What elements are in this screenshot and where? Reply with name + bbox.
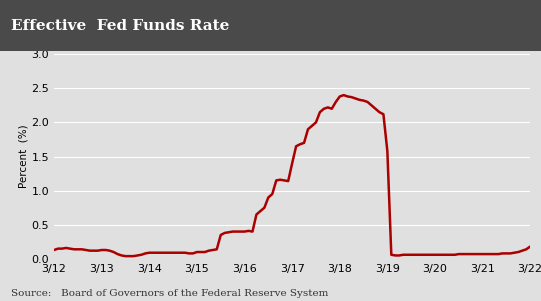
Y-axis label: Percent  (%): Percent (%) <box>19 125 29 188</box>
Text: Source:   Board of Governors of the Federal Reserve System: Source: Board of Governors of the Federa… <box>11 289 328 298</box>
Text: Effective  Fed Funds Rate: Effective Fed Funds Rate <box>11 19 229 33</box>
